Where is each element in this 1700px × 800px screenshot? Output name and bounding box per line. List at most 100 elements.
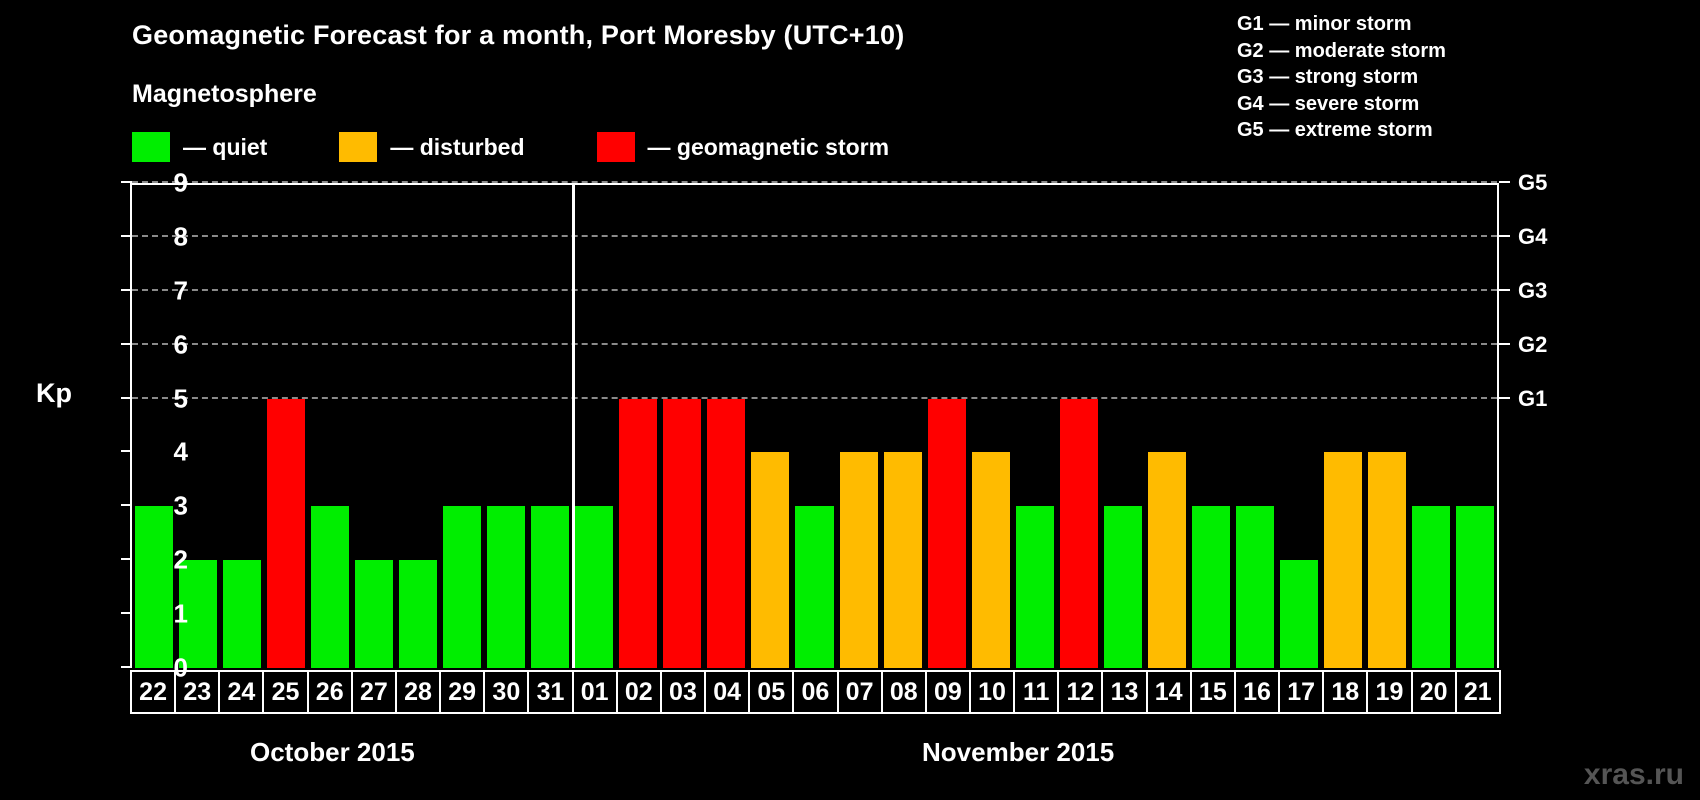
g-axis-label-G2: G2	[1518, 331, 1548, 357]
y-tick-3	[121, 504, 132, 507]
month-caption-2: November 2015	[922, 737, 1115, 767]
bar-cell	[969, 185, 1013, 668]
day-label-03: 03	[659, 670, 707, 714]
day-label-11: 11	[1013, 670, 1060, 714]
day-label-19: 19	[1366, 670, 1413, 714]
y-tick-label-2: 2	[173, 544, 188, 575]
bar-cell	[132, 185, 176, 668]
day-label-09: 09	[924, 670, 971, 714]
bar-02	[619, 398, 658, 668]
bar-03	[663, 398, 702, 668]
g-tick-G3	[1499, 288, 1510, 291]
bar-cell	[704, 185, 748, 668]
gridline-kp-9	[132, 181, 1497, 183]
bar-cell	[1277, 185, 1321, 668]
bar-cell	[1409, 185, 1453, 668]
bar-cell	[352, 185, 396, 668]
g-tick-G4	[1499, 234, 1510, 237]
day-label-31: 31	[527, 670, 574, 714]
month-caption-1: October 2015	[250, 737, 415, 767]
bar-20	[1411, 506, 1450, 668]
bar-24	[223, 560, 262, 668]
bar-13	[1103, 506, 1142, 668]
y-tick-label-7: 7	[173, 275, 188, 306]
g-scale-line-1: G1 — minor storm	[1237, 13, 1412, 35]
bar-01	[575, 506, 614, 668]
bar-09	[927, 398, 966, 668]
legend-item-storm: — geomagnetic storm	[596, 132, 889, 162]
day-label-18: 18	[1322, 670, 1369, 714]
bar-cell	[440, 185, 484, 668]
day-label-02: 02	[615, 670, 662, 714]
day-label-14: 14	[1145, 670, 1192, 714]
bar-21	[1455, 506, 1494, 668]
bar-cell	[264, 185, 308, 668]
legend-label-quiet: — quiet	[183, 133, 268, 160]
day-label-21: 21	[1454, 670, 1501, 714]
g-axis-label-G5: G5	[1518, 170, 1548, 195]
y-tick-label-1: 1	[173, 598, 188, 629]
g-axis-label-G4: G4	[1518, 223, 1548, 249]
g-scale-line-4: G4 — severe storm	[1237, 92, 1420, 115]
bar-08	[883, 452, 922, 668]
legend: — quiet — disturbed — geomagnetic storm	[132, 132, 889, 162]
g-axis-label-G3: G3	[1518, 277, 1548, 303]
bar-cell	[308, 185, 352, 668]
y-tick-9	[121, 181, 132, 183]
bar-27	[355, 560, 394, 668]
bar-cell	[484, 185, 528, 668]
bar-cell	[792, 185, 836, 668]
y-tick-8	[121, 234, 132, 237]
day-label-20: 20	[1410, 670, 1457, 714]
month-separator	[572, 185, 576, 668]
bar-16	[1235, 506, 1274, 668]
legend-label-disturbed: — disturbed	[390, 133, 525, 160]
legend-item-quiet: — quiet	[132, 132, 267, 162]
legend-item-disturbed: — disturbed	[339, 132, 525, 162]
g-scale-line-5: G5 — extreme storm	[1237, 119, 1433, 141]
chart-inner	[121, 181, 1510, 668]
bar-07	[839, 452, 878, 668]
bar-10	[971, 452, 1010, 668]
y-tick-5	[121, 396, 132, 399]
bar-18	[1323, 452, 1362, 668]
y-tick-label-5: 5	[173, 383, 188, 414]
gridline-kp-5	[132, 396, 1497, 399]
y-tick-2	[121, 558, 132, 561]
gridline-kp-8	[132, 234, 1497, 237]
day-label-07: 07	[836, 670, 883, 714]
bar-cell	[528, 185, 572, 668]
g-axis-label-G1: G1	[1518, 385, 1548, 411]
day-label-06: 06	[792, 670, 839, 714]
bar-cell	[572, 185, 616, 668]
legend-swatch-quiet	[132, 132, 170, 162]
y-tick-6	[121, 342, 132, 345]
bar-cell	[396, 185, 440, 668]
bar-15	[1191, 506, 1230, 668]
bar-cell	[1145, 185, 1189, 668]
bar-cell	[660, 185, 704, 668]
page-title: Geomagnetic Forecast for a month, Port M…	[132, 20, 905, 50]
y-tick-0	[121, 666, 132, 668]
bar-series	[132, 185, 1497, 668]
day-label-16: 16	[1233, 670, 1281, 714]
day-label-12: 12	[1057, 670, 1104, 714]
g-scale-legend: G1 — minor storm G2 — moderate storm G3 — …	[1237, 11, 1446, 144]
bar-31	[531, 506, 570, 668]
bar-cell	[1013, 185, 1057, 668]
bar-04	[707, 398, 746, 668]
gridline-kp-7	[132, 288, 1497, 291]
bar-cell	[925, 185, 969, 668]
bar-cell	[1189, 185, 1233, 668]
day-label-27: 27	[350, 670, 397, 714]
bar-14	[1147, 452, 1186, 668]
bar-05	[751, 452, 790, 668]
watermark: xras.ru	[1583, 758, 1684, 791]
bar-cell	[1453, 185, 1497, 668]
y-tick-label-0: 0	[173, 652, 188, 683]
bar-22	[135, 506, 174, 668]
legend-swatch-disturbed	[339, 132, 378, 162]
bar-cell	[837, 185, 881, 668]
bar-cell	[176, 185, 220, 668]
y-axis-title: Kp	[36, 378, 72, 408]
